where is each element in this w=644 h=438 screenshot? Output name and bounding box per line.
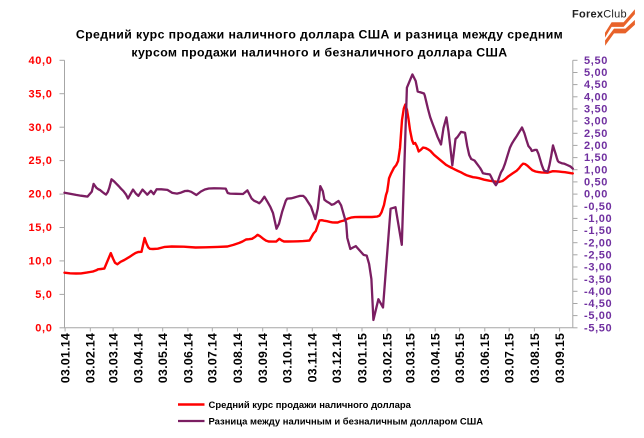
svg-text:15,0: 15,0 (28, 222, 52, 234)
svg-text:03.08.15: 03.08.15 (528, 333, 542, 383)
svg-text:03.07.15: 03.07.15 (503, 333, 517, 383)
svg-text:курсом продажи наличного и без: курсом продажи наличного и безналичного … (131, 45, 507, 59)
svg-text:Средний курс продажи наличного: Средний курс продажи наличного доллара С… (76, 27, 563, 41)
svg-text:1,00: 1,00 (584, 164, 608, 176)
svg-text:0,00: 0,00 (584, 189, 608, 201)
svg-text:5,00: 5,00 (584, 67, 608, 79)
svg-text:03.02.14: 03.02.14 (84, 333, 98, 383)
svg-text:03.03.14: 03.03.14 (107, 333, 121, 383)
svg-text:3,00: 3,00 (584, 116, 608, 128)
svg-text:03.01.15: 03.01.15 (355, 333, 369, 383)
svg-text:-4,50: -4,50 (584, 298, 612, 310)
svg-text:4,50: 4,50 (584, 79, 608, 91)
svg-text:Разница между наличным и безна: Разница между наличным и безналичным дол… (209, 417, 484, 428)
svg-text:-4,00: -4,00 (584, 286, 612, 298)
svg-text:0,50: 0,50 (584, 177, 608, 189)
svg-text:20,0: 20,0 (28, 189, 52, 201)
svg-text:03.02.15: 03.02.15 (381, 333, 395, 383)
svg-text:10,0: 10,0 (28, 256, 52, 268)
svg-text:03.07.14: 03.07.14 (206, 333, 220, 383)
svg-text:-1,50: -1,50 (584, 225, 612, 237)
svg-text:03.06.15: 03.06.15 (478, 333, 492, 383)
svg-text:1,50: 1,50 (584, 152, 608, 164)
svg-text:5,0: 5,0 (35, 289, 52, 301)
svg-text:-1,00: -1,00 (584, 213, 612, 225)
svg-text:Средний курс продажи наличного: Средний курс продажи наличного доллара (209, 400, 412, 411)
svg-text:03.01.14: 03.01.14 (59, 333, 73, 383)
svg-text:25,0: 25,0 (28, 155, 52, 167)
svg-text:2,50: 2,50 (584, 128, 608, 140)
svg-text:5,50: 5,50 (584, 55, 608, 67)
svg-text:2,00: 2,00 (584, 140, 608, 152)
svg-text:4,00: 4,00 (584, 91, 608, 103)
svg-text:-3,50: -3,50 (584, 274, 612, 286)
svg-text:-5,50: -5,50 (584, 322, 612, 334)
svg-text:03.08.14: 03.08.14 (231, 333, 245, 383)
svg-text:30,0: 30,0 (28, 122, 52, 134)
svg-text:3,50: 3,50 (584, 104, 608, 116)
svg-text:-2,00: -2,00 (584, 237, 612, 249)
svg-text:35,0: 35,0 (28, 88, 52, 100)
svg-text:40,0: 40,0 (28, 55, 52, 67)
svg-text:03.10.14: 03.10.14 (281, 333, 295, 383)
svg-text:03.12.14: 03.12.14 (330, 333, 344, 383)
svg-text:03.03.15: 03.03.15 (403, 333, 417, 383)
svg-text:ForexClub: ForexClub (572, 9, 627, 21)
svg-text:03.04.14: 03.04.14 (132, 333, 146, 383)
svg-text:-5,00: -5,00 (584, 310, 612, 322)
svg-text:03.06.14: 03.06.14 (181, 333, 195, 383)
svg-text:03.05.15: 03.05.15 (453, 333, 467, 383)
svg-text:-2,50: -2,50 (584, 249, 612, 261)
svg-text:03.05.14: 03.05.14 (156, 333, 170, 383)
svg-text:03.09.14: 03.09.14 (256, 333, 270, 383)
svg-text:03.04.15: 03.04.15 (429, 333, 443, 383)
svg-text:03.09.15: 03.09.15 (553, 333, 567, 383)
svg-text:0,0: 0,0 (35, 322, 52, 334)
svg-text:-0,50: -0,50 (584, 201, 612, 213)
svg-text:03.11.14: 03.11.14 (306, 333, 320, 383)
svg-text:-3,00: -3,00 (584, 262, 612, 274)
